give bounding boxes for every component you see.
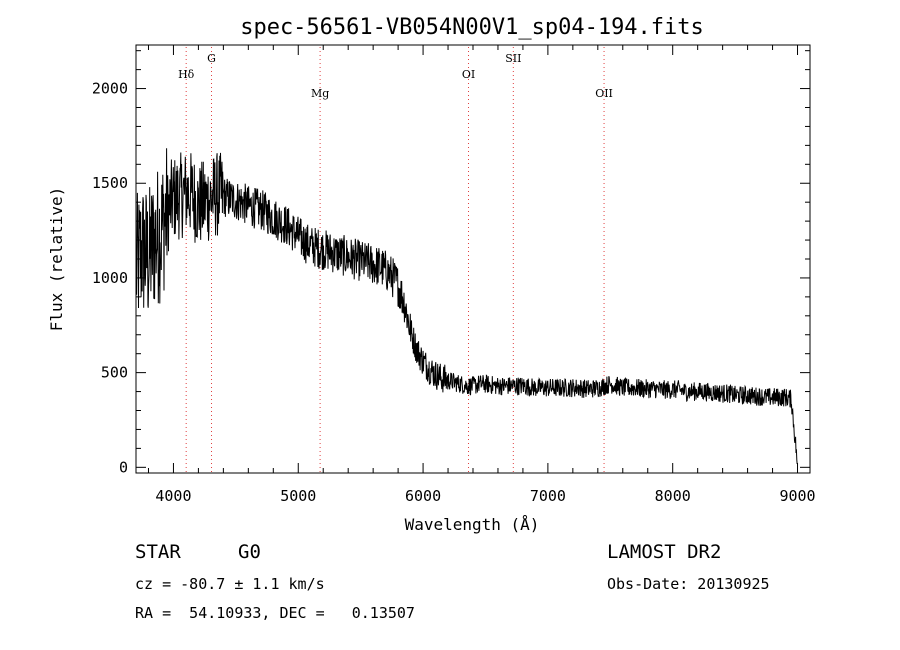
- y-tick-label: 1500: [92, 174, 128, 192]
- spectral-line-label: OI: [462, 68, 475, 81]
- y-tick-label: 1000: [92, 269, 128, 287]
- x-tick-label: 6000: [405, 487, 441, 505]
- spectral-line-label: SII: [505, 52, 521, 65]
- x-tick-label: 9000: [779, 487, 815, 505]
- x-tick-label: 8000: [655, 487, 691, 505]
- chart-title: spec-56561-VB054N00V1_sp04-194.fits: [240, 15, 704, 40]
- x-tick-label: 4000: [155, 487, 191, 505]
- object-subclass: G0: [238, 541, 261, 563]
- y-tick-label: 0: [119, 458, 128, 476]
- x-tick-label: 5000: [280, 487, 316, 505]
- x-axis-label: Wavelength (Å): [405, 515, 540, 534]
- object-class: STAR: [135, 541, 181, 563]
- spectral-line-label: Mg: [311, 87, 329, 100]
- plot-frame: [135, 44, 811, 474]
- y-tick-label: 500: [101, 364, 128, 382]
- survey-name: LAMOST DR2: [607, 541, 722, 563]
- spectral-line-label: OII: [595, 87, 613, 100]
- spectrum-series-line: [135, 148, 798, 464]
- spectral-line-label: G: [207, 52, 216, 65]
- x-axis-ticks: 4000 5000 6000 7000 8000 9000: [147, 45, 816, 505]
- y-axis-ticks: 0 500 1000 1500 2000: [92, 50, 810, 476]
- x-tick-label: 7000: [530, 487, 566, 505]
- spectral-line-label: Hδ: [178, 68, 195, 81]
- observation-date: Obs-Date: 20130925: [607, 575, 770, 593]
- y-axis-label: Flux (relative): [47, 187, 66, 332]
- y-tick-label: 2000: [92, 80, 128, 98]
- spectral-line-markers: Hδ G Mg OI SII OII: [178, 47, 613, 473]
- ra-dec-coordinates: RA = 54.10933, DEC = 0.13507: [135, 604, 415, 622]
- redshift-cz: cz = -80.7 ± 1.1 km/s: [135, 575, 325, 593]
